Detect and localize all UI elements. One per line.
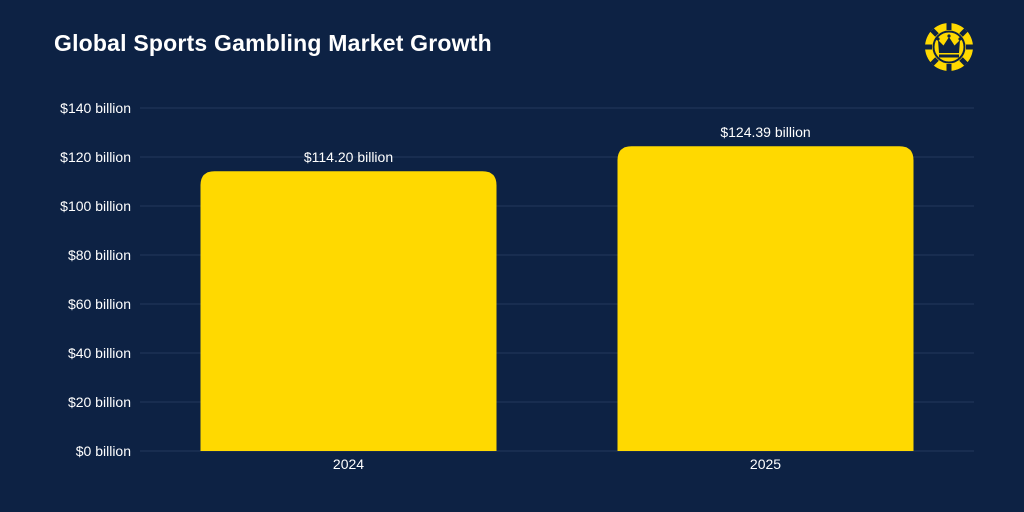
y-tick-label: $40 billion (68, 345, 131, 361)
y-tick-label: $100 billion (60, 198, 131, 214)
chart-title: Global Sports Gambling Market Growth (54, 30, 492, 56)
y-tick-label: $120 billion (60, 149, 131, 165)
crown-poker-chip-icon (925, 23, 973, 71)
x-tick-label: 2025 (750, 456, 781, 472)
x-tick-label: 2024 (333, 456, 364, 472)
bar-2024 (200, 171, 497, 451)
y-tick-label: $80 billion (68, 247, 131, 263)
y-tick-label: $60 billion (68, 296, 131, 312)
bar-2025 (617, 146, 914, 451)
y-tick-label: $20 billion (68, 394, 131, 410)
data-label: $114.20 billion (304, 149, 393, 165)
y-tick-label: $140 billion (60, 100, 131, 116)
y-tick-label: $0 billion (76, 443, 131, 459)
data-label: $124.39 billion (720, 124, 810, 140)
